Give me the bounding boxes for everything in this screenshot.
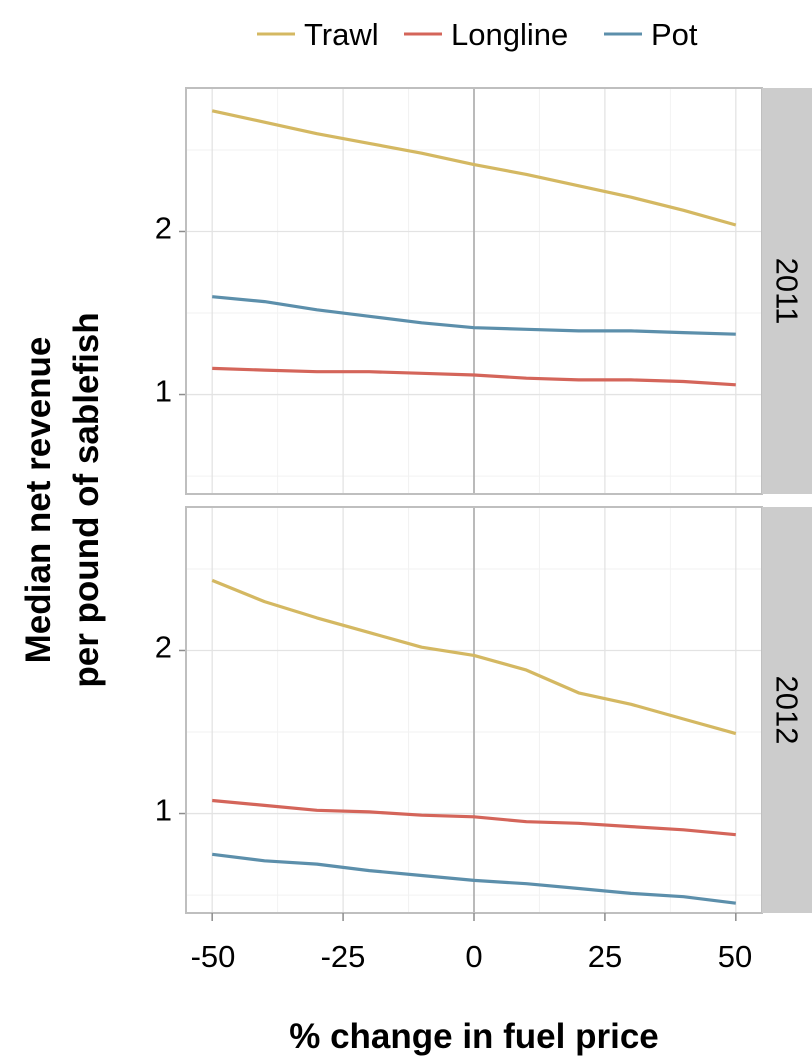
x-tick-label: -50 [191,939,236,974]
panel-series [211,109,737,387]
legend-label-trawl: Trawl [304,17,379,52]
series-line-trawl [211,109,737,227]
series-line-pot [212,852,736,905]
panel-series [211,578,737,905]
series-line-pot [212,295,736,336]
panel-grid [179,507,762,913]
panel-strip [762,507,812,913]
x-tick-label: 25 [588,939,622,974]
x-axis-title: % change in fuel price [289,1017,659,1056]
y-tick-label: 1 [155,793,172,828]
y-tick-label: 2 [155,630,172,665]
x-tick-label: 0 [465,939,482,974]
x-tick-label: 50 [718,939,752,974]
x-tick-label: -25 [321,939,366,974]
panel-grid [179,88,762,494]
panel-2011: 2011 2 1 [155,87,812,495]
series-line-longline [212,798,736,837]
legend-label-longline: Longline [451,17,568,52]
series-line-longline [212,366,736,387]
x-tick-marks [211,913,737,921]
panel-strip [762,88,812,494]
panel-2012: 2012 2 1 [155,506,812,914]
legend-label-pot: Pot [651,17,698,52]
panel-strip-label: 2012 [770,676,805,745]
y-tick-label: 1 [155,374,172,409]
y-axis-title-line-1: Median net revenue [19,337,58,664]
series-line-trawl [211,578,737,736]
x-axis: -50 -25 0 25 50 [191,913,752,974]
panel-strip-label: 2011 [770,258,805,325]
y-tick-label: 2 [155,211,172,246]
legend: Trawl Longline Pot [257,17,698,52]
y-axis-title-line-2: per pound of sablefish [67,312,106,687]
y-axis-title: Median net revenue per pound of sablefis… [19,312,106,687]
